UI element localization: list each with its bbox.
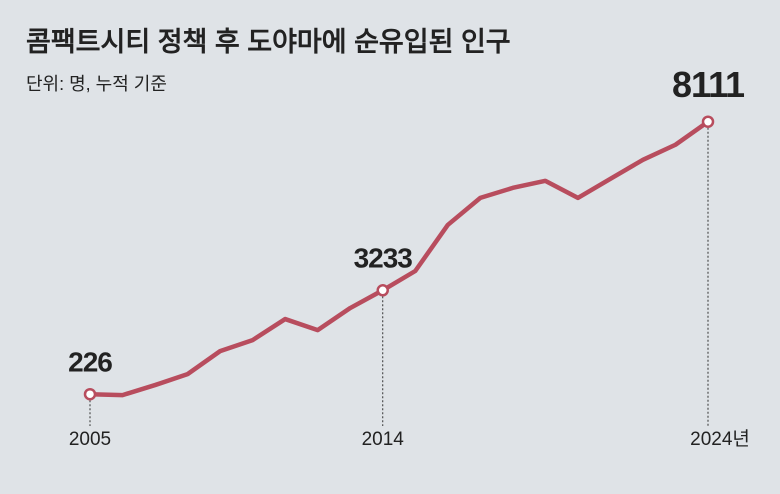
x-tick-label: 2005 xyxy=(69,429,111,450)
point-marker xyxy=(83,387,97,401)
x-tick-label: 2024년 xyxy=(690,428,750,450)
data-line xyxy=(89,119,710,398)
point-marker xyxy=(376,284,389,297)
point-marker xyxy=(701,115,715,128)
data-label: 3233 xyxy=(354,243,413,274)
x-tick-label: 2014 xyxy=(362,429,405,450)
data-label: 8111 xyxy=(672,64,745,105)
chart-subtitle: 단위: 명, 누적 기준 xyxy=(26,74,167,94)
data-label: 226 xyxy=(68,347,112,378)
chart-title: 콤팩트시티 정책 후 도야마에 순유입된 인구 xyxy=(26,27,511,57)
